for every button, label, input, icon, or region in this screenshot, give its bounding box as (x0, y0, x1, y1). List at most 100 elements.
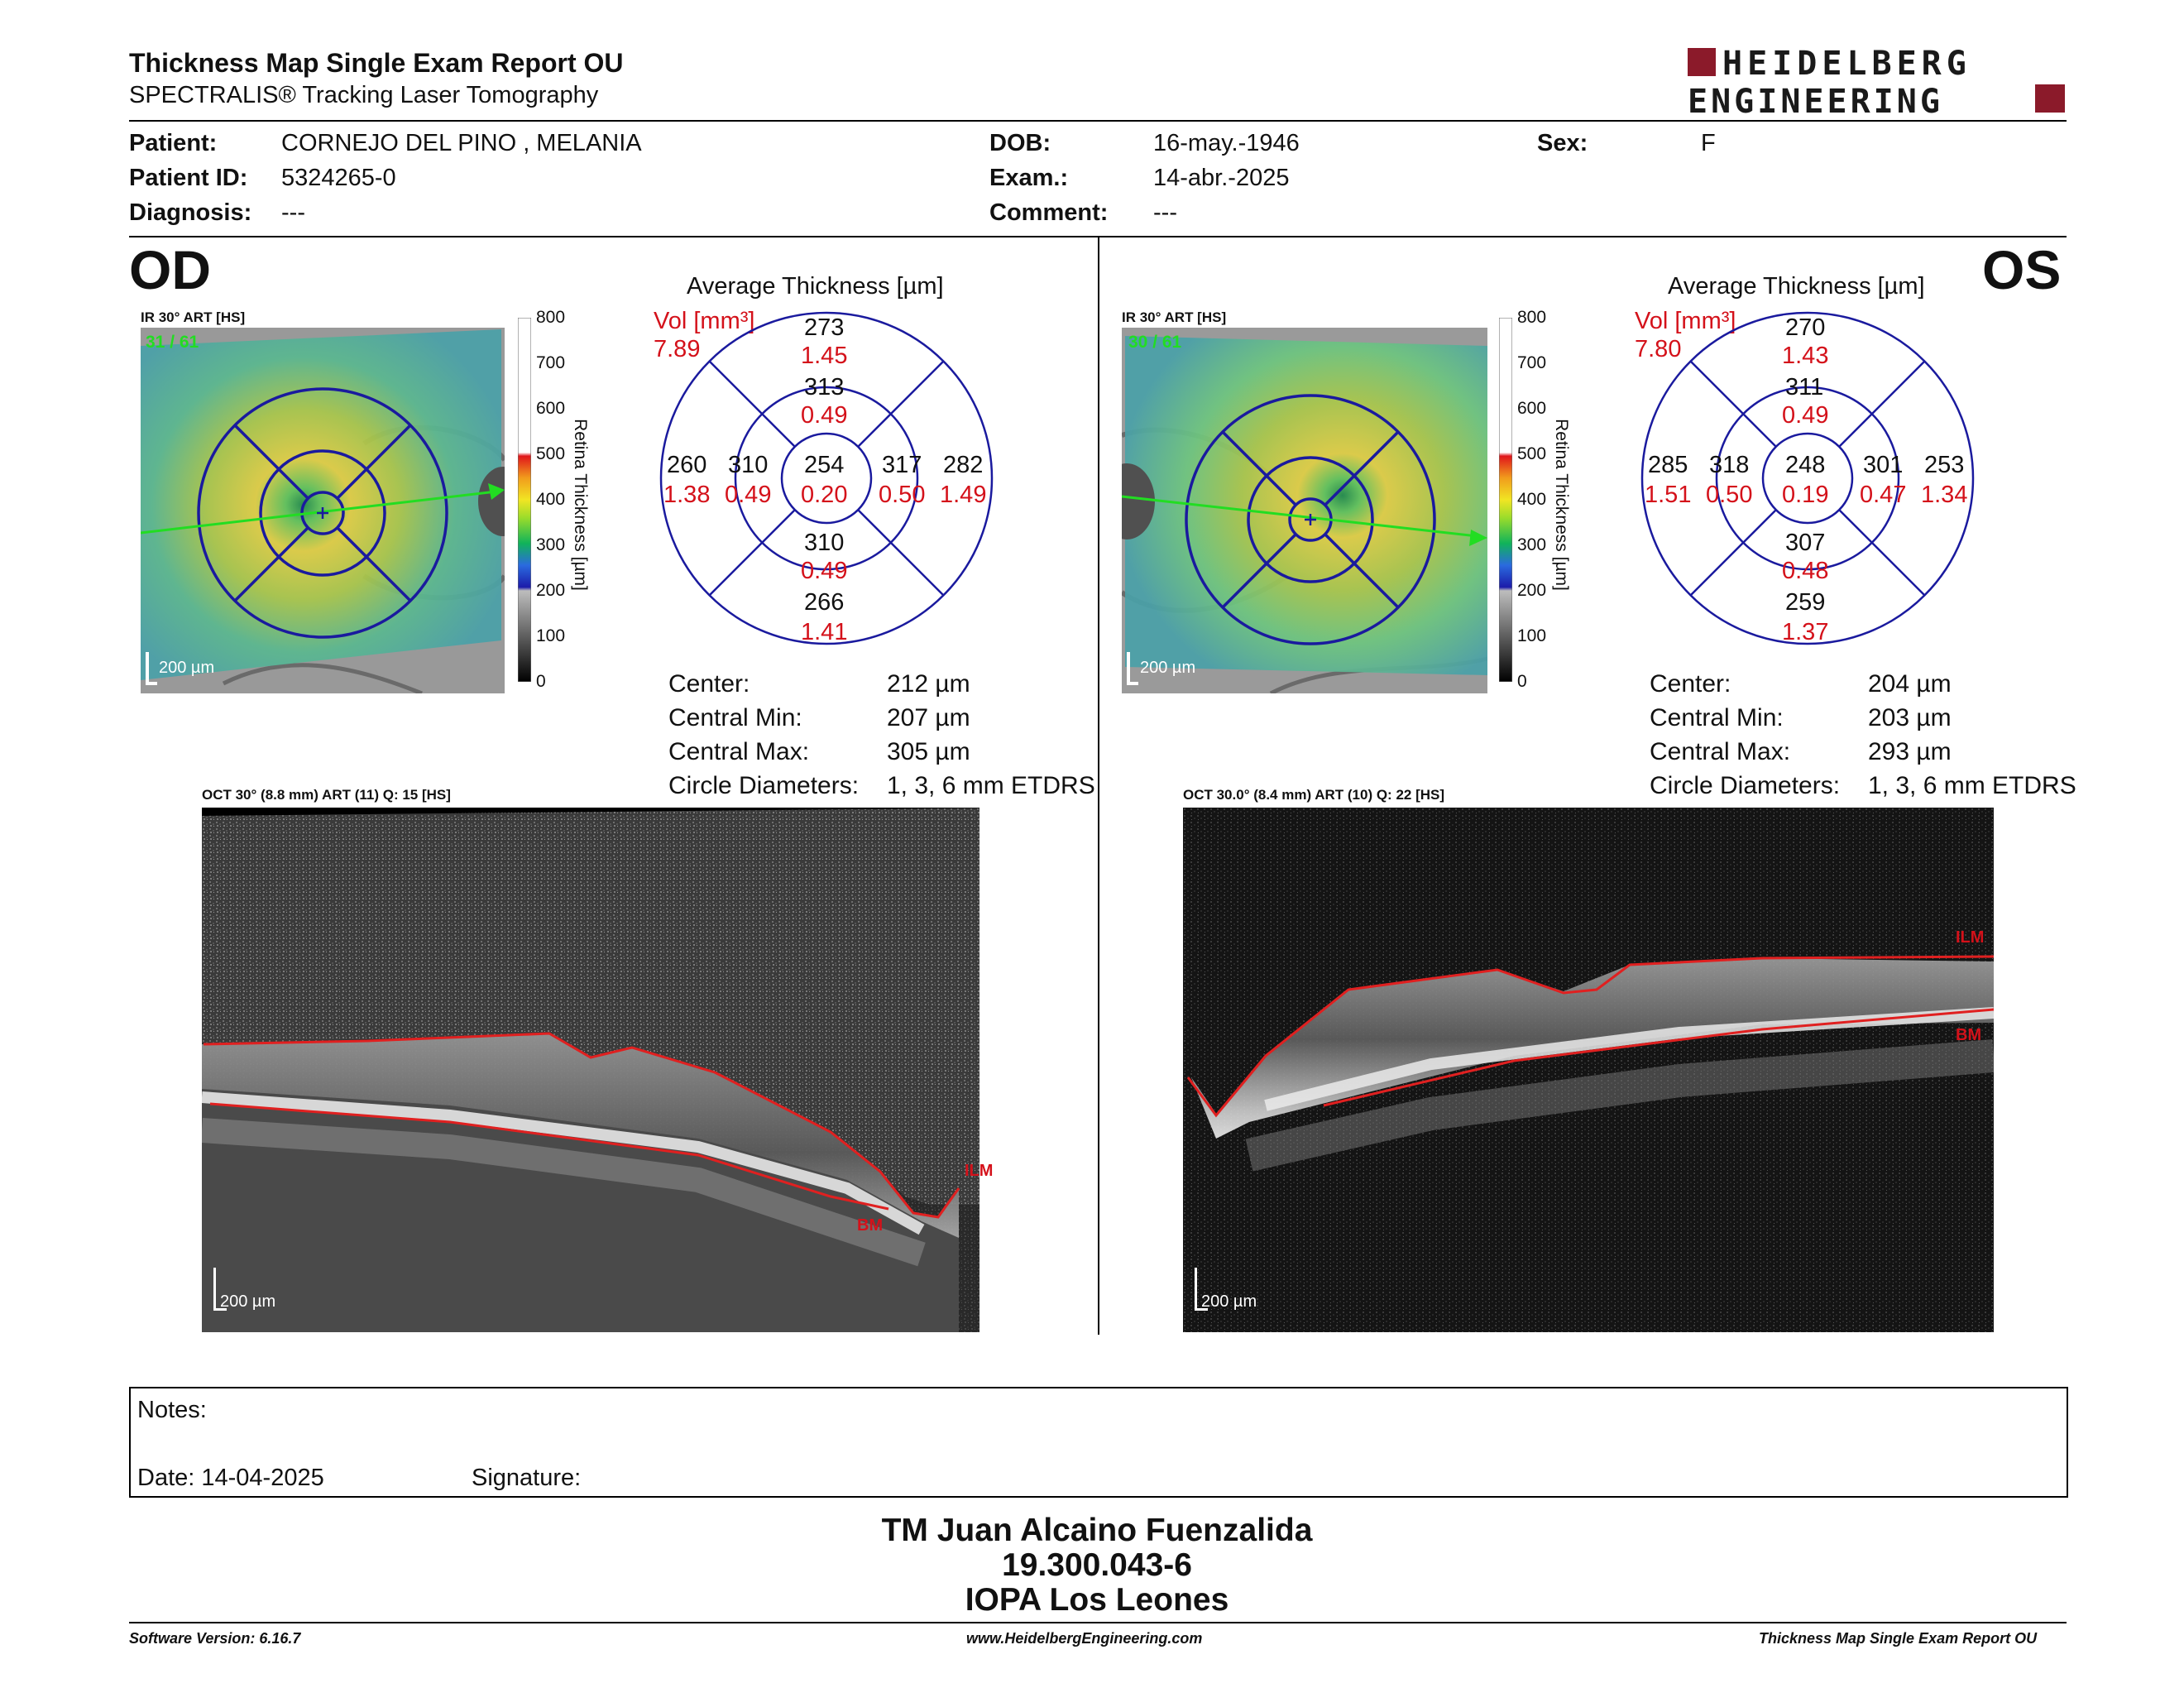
od-center-label: Center: (668, 670, 750, 698)
report-title: Thickness Map Single Exam Report OU (129, 48, 624, 78)
notes-box: Notes: Date: 14-04-2025 Signature: (129, 1387, 2068, 1498)
od-outer-top-volume: 1.45 (801, 343, 848, 369)
os-oct-caption: OCT 30.0° (8.4 mm) ART (10) Q: 22 [HS] (1183, 787, 1445, 803)
od-center-thickness: 254 (804, 452, 845, 478)
od-outer-bottom-volume: 1.41 (801, 619, 848, 645)
od-avg-title: Average Thickness [µm] (687, 273, 944, 300)
heidelberg-logo: HEIDELBERG ENGINEERING (1688, 45, 2068, 121)
signer-rut: 19.300.043-6 (1002, 1547, 1192, 1583)
notes-label: Notes: (137, 1397, 207, 1423)
od-outer-left-thickness: 260 (667, 452, 707, 478)
od-oct-caption: OCT 30° (8.8 mm) ART (11) Q: 15 [HS] (202, 787, 451, 803)
sex-label: Sex: (1537, 130, 1588, 156)
report-subtitle: SPECTRALIS® Tracking Laser Tomography (129, 82, 599, 108)
od-ir-counter: 31 / 61 (146, 333, 199, 352)
notes-date: Date: 14-04-2025 (137, 1465, 324, 1491)
footer-software-version: Software Version: 6.16.7 (129, 1630, 301, 1647)
od-outer-right-volume: 1.49 (940, 482, 987, 508)
od-center-value: 212 µm (887, 670, 970, 698)
os-inner-top-volume: 0.49 (1782, 402, 1829, 429)
os-thickness-colorbar (1498, 317, 1513, 683)
od-thickness-colorbar (517, 317, 532, 683)
exam-value: 14-abr.-2025 (1153, 165, 1290, 191)
dob-label: DOB: (989, 130, 1051, 156)
os-avg-title: Average Thickness [µm] (1668, 273, 1925, 300)
patient-label: Patient: (129, 130, 218, 156)
os-outer-left-thickness: 285 (1648, 452, 1688, 478)
od-inner-left-thickness: 310 (728, 452, 769, 478)
os-colorbar-label: Retina Thickness [µm] (1552, 419, 1571, 591)
footer-report-name: Thickness Map Single Exam Report OU (1759, 1630, 2038, 1647)
od-circle-diam-label: Circle Diameters: (668, 772, 860, 799)
os-outer-bottom-thickness: 259 (1785, 589, 1826, 616)
os-vol-label: Vol [mm³] (1635, 308, 1736, 334)
os-central-max-value: 293 µm (1868, 738, 1952, 765)
od-vol-value: 7.89 (654, 336, 701, 362)
od-oct-scale: 200 µm (220, 1292, 276, 1311)
od-ir-caption: IR 30° ART [HS] (141, 309, 246, 325)
od-inner-top-volume: 0.49 (801, 402, 848, 429)
os-etdrs-grid (1640, 310, 1976, 646)
od-oct-bscan: ILM BM 200 µm (201, 808, 1013, 1332)
od-ir-scale: 200 µm (159, 659, 215, 677)
signer-org: IOPA Los Leones (965, 1582, 1229, 1618)
os-central-min-value: 203 µm (1868, 704, 1952, 731)
os-ir-scale: 200 µm (1140, 659, 1196, 677)
os-thickness-map: 30 / 61 200 µm (1099, 328, 1488, 696)
os-oct-scale: 200 µm (1201, 1292, 1257, 1311)
os-colorbar-ticks: 800 700 600 500 400 300 200 100 0 (1517, 308, 1547, 691)
os-outer-right-volume: 1.34 (1921, 482, 1968, 508)
os-outer-bottom-volume: 1.37 (1782, 619, 1829, 645)
os-outer-top-thickness: 270 (1785, 314, 1826, 341)
od-vol-label: Vol [mm³] (654, 308, 755, 334)
od-inner-bottom-thickness: 310 (804, 530, 845, 556)
os-inner-right-thickness: 301 (1863, 452, 1904, 478)
od-outer-right-thickness: 282 (943, 452, 984, 478)
diagnosis-value: --- (281, 199, 305, 226)
logo-line1: HEIDELBERG (1722, 46, 1971, 83)
od-outer-bottom-thickness: 266 (804, 589, 845, 616)
os-inner-left-thickness: 318 (1709, 452, 1750, 478)
os-outer-top-volume: 1.43 (1782, 343, 1829, 369)
od-inner-top-thickness: 313 (804, 374, 845, 400)
od-inner-left-volume: 0.49 (725, 482, 772, 508)
os-center-volume: 0.19 (1782, 482, 1829, 508)
os-inner-top-thickness: 311 (1785, 374, 1824, 400)
od-central-min-value: 207 µm (887, 704, 970, 731)
os-central-min-label: Central Min: (1650, 704, 1784, 731)
od-etdrs-grid (659, 310, 994, 646)
os-inner-right-volume: 0.47 (1860, 482, 1907, 508)
od-thickness-map: 31 / 61 200 µm (140, 328, 528, 696)
os-outer-right-thickness: 253 (1924, 452, 1965, 478)
od-central-max-label: Central Max: (668, 738, 810, 765)
comment-value: --- (1153, 199, 1177, 226)
notes-signature-label: Signature: (472, 1465, 582, 1491)
os-vol-value: 7.80 (1635, 336, 1682, 362)
od-bm-label: BM (857, 1216, 884, 1235)
patient-id-label: Patient ID: (129, 165, 248, 191)
os-eye-label: OS (1982, 239, 2062, 300)
od-circle-diam-value: 1, 3, 6 mm ETDRS (887, 772, 1095, 799)
exam-label: Exam.: (989, 165, 1069, 191)
os-central-max-label: Central Max: (1650, 738, 1791, 765)
os-circle-diam-value: 1, 3, 6 mm ETDRS (1868, 772, 2076, 799)
od-inner-right-volume: 0.50 (879, 482, 926, 508)
logo-line2: ENGINEERING (1688, 83, 1943, 116)
os-inner-left-volume: 0.50 (1706, 482, 1753, 508)
od-colorbar-label: Retina Thickness [µm] (571, 419, 590, 591)
os-ir-counter: 30 / 61 (1128, 333, 1182, 352)
comment-label: Comment: (989, 199, 1109, 226)
od-central-min-label: Central Min: (668, 704, 802, 731)
patient-name: CORNEJO DEL PINO , MELANIA (281, 130, 642, 156)
od-central-max-value: 305 µm (887, 738, 970, 765)
diagnosis-label: Diagnosis: (129, 199, 252, 226)
sex-value: F (1701, 130, 1716, 156)
patient-id: 5324265-0 (281, 165, 396, 191)
os-ilm-label: ILM (1956, 928, 1985, 947)
od-outer-left-volume: 1.38 (663, 482, 711, 508)
footer-website-link[interactable]: www.HeidelbergEngineering.com (966, 1630, 1203, 1647)
od-center-volume: 0.20 (801, 482, 848, 508)
os-center-thickness: 248 (1785, 452, 1826, 478)
signer-name: TM Juan Alcaino Fuenzalida (881, 1513, 1313, 1548)
os-bm-label: BM (1956, 1026, 1982, 1044)
